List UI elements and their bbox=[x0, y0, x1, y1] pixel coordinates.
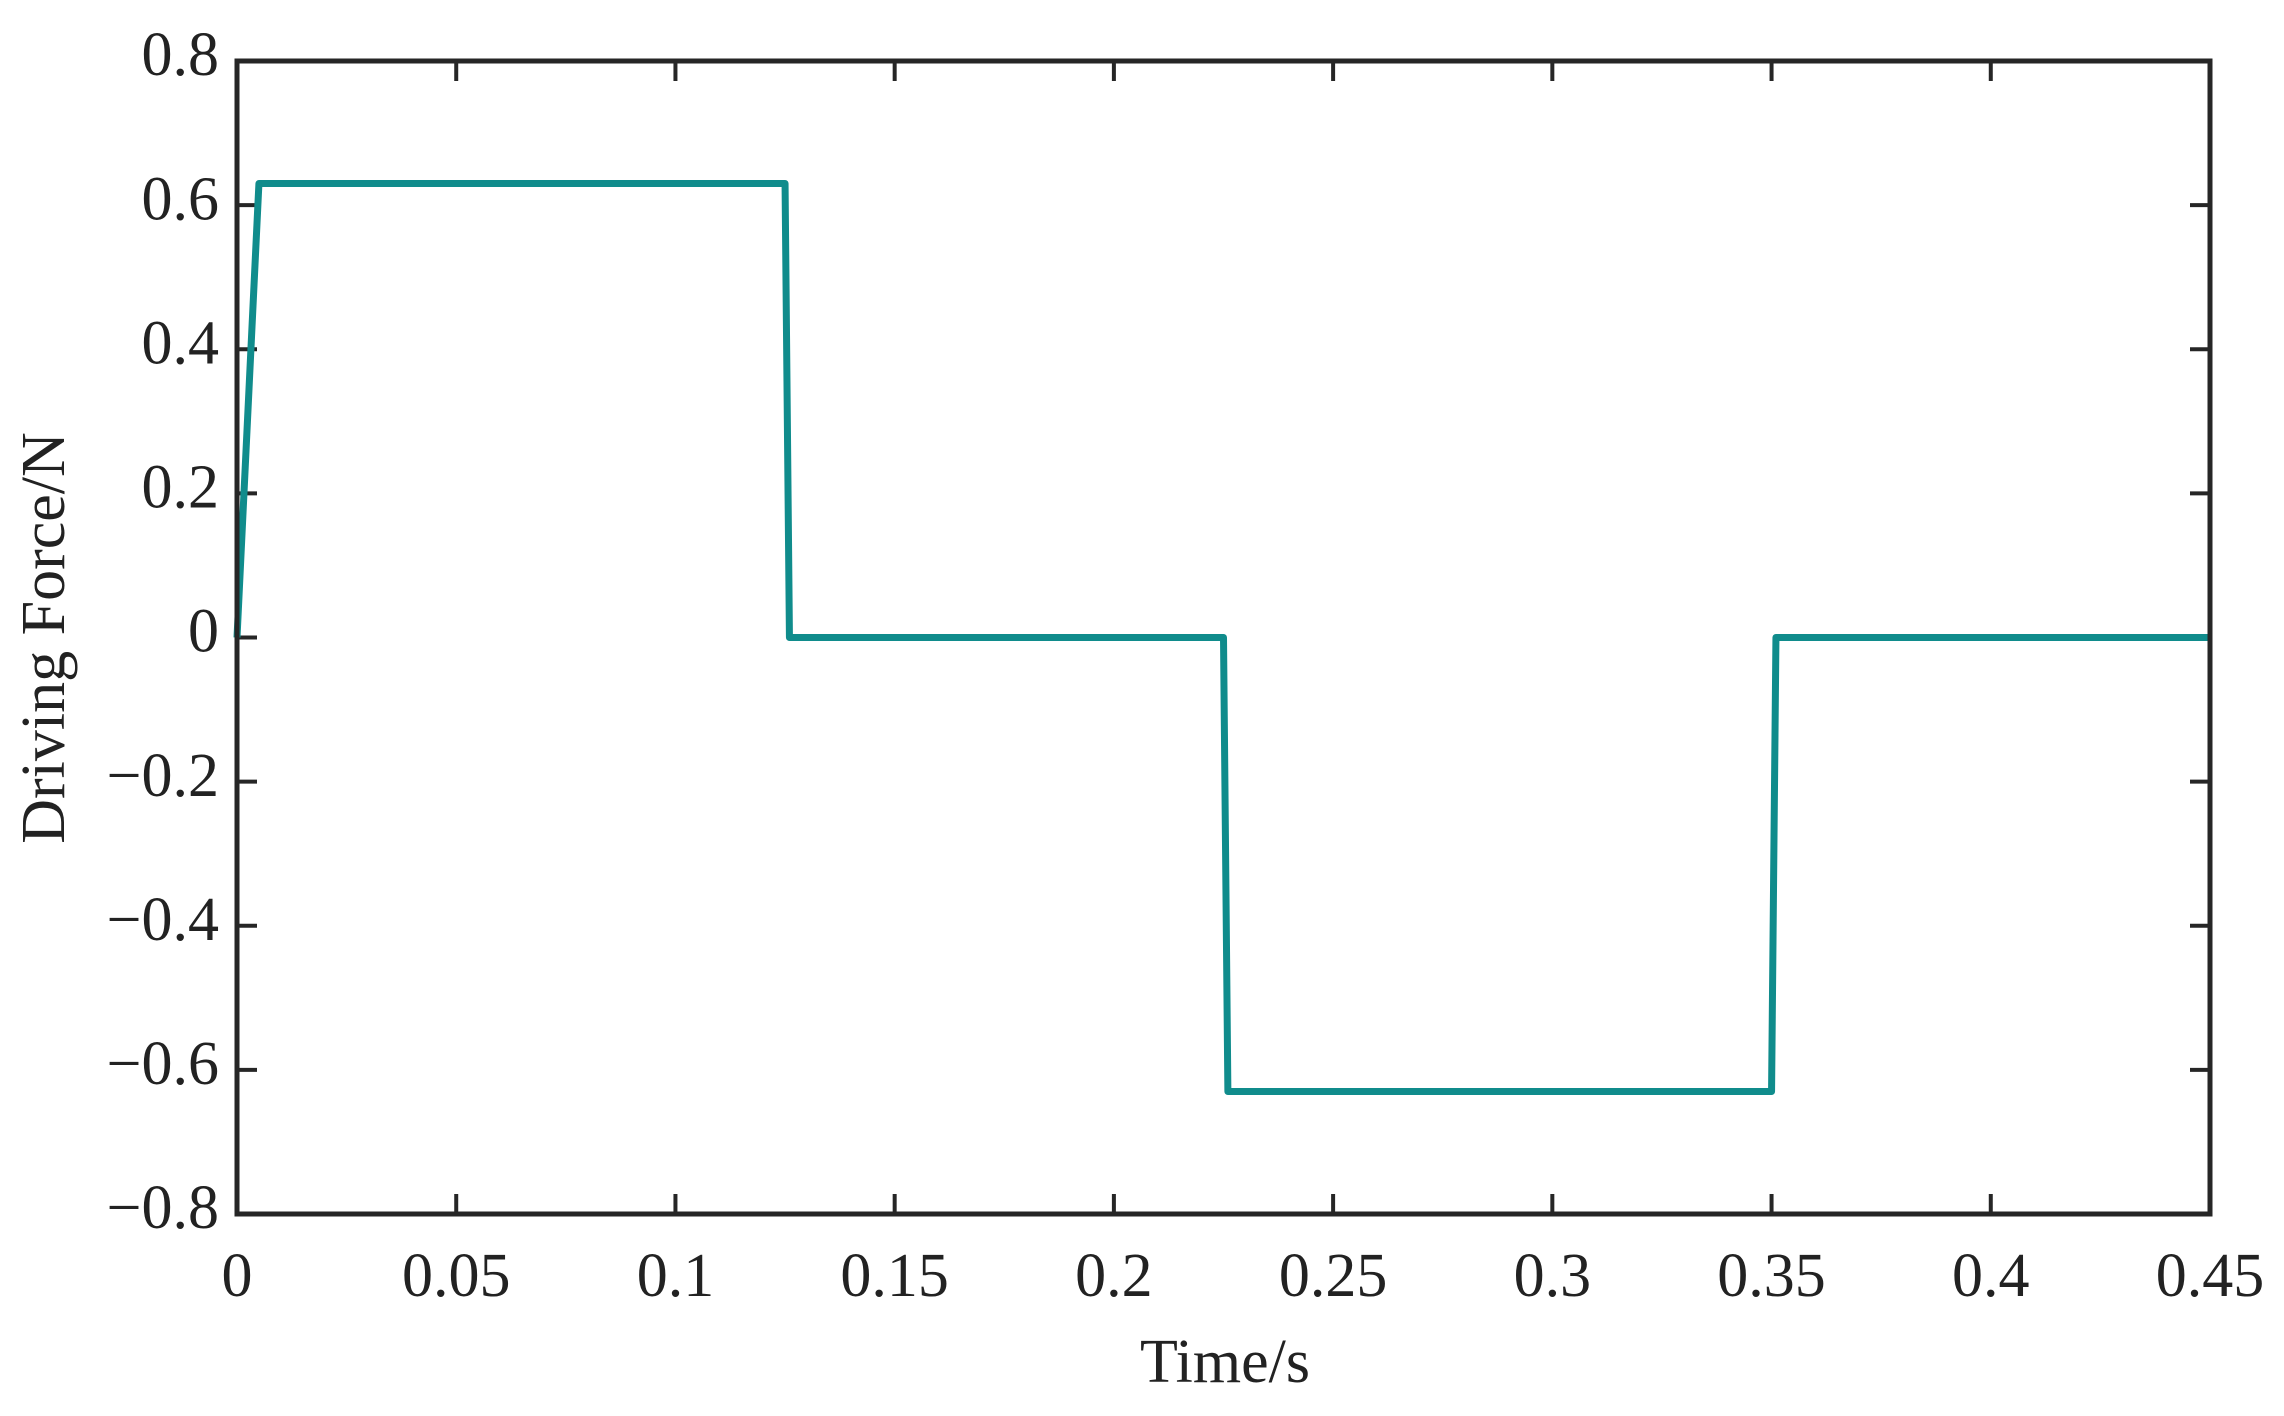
x-tick-label: 0.4 bbox=[1952, 1242, 2030, 1310]
y-tick-label: 0.2 bbox=[142, 454, 220, 522]
y-tick-label: −0.6 bbox=[107, 1030, 219, 1098]
x-tick-label: 0.35 bbox=[1717, 1242, 1826, 1310]
data-line bbox=[233, 180, 2210, 1095]
y-tick-label: −0.4 bbox=[107, 886, 219, 954]
y-tick-label: 0 bbox=[188, 598, 219, 666]
y-tick-label: 0.4 bbox=[142, 309, 220, 377]
x-tick-label: 0.3 bbox=[1514, 1242, 1592, 1310]
y-axis-label: Driving Force/N bbox=[10, 432, 78, 844]
x-tick-label: 0.15 bbox=[840, 1242, 949, 1310]
x-tick-label: 0.1 bbox=[637, 1242, 715, 1310]
y-tick-label: 0.8 bbox=[142, 21, 220, 89]
y-tick-label: 0.6 bbox=[142, 165, 220, 233]
x-tick-label: 0.2 bbox=[1075, 1242, 1153, 1310]
x-tick-label: 0.45 bbox=[2156, 1242, 2265, 1310]
plot-frame bbox=[234, 58, 2213, 1217]
x-tick-label: 0.05 bbox=[402, 1242, 511, 1310]
y-tick-label: −0.2 bbox=[107, 742, 219, 810]
y-tick-label: −0.8 bbox=[107, 1174, 219, 1242]
x-tick-label: 0 bbox=[222, 1242, 253, 1310]
x-axis-label: Time/s bbox=[1140, 1328, 1310, 1396]
x-tick-label: 0.25 bbox=[1279, 1242, 1388, 1310]
